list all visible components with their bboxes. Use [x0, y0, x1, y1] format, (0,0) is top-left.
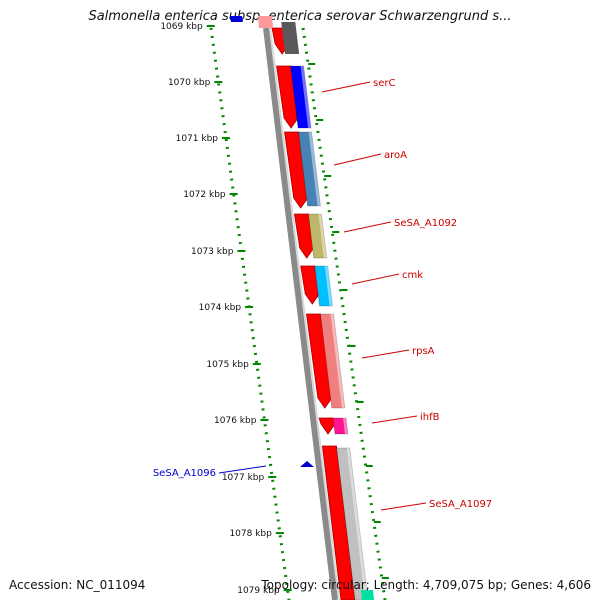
label-leader	[351, 273, 400, 285]
ruler-rails	[209, 27, 387, 600]
gene-shading	[300, 66, 312, 128]
topology-text: Topology: circular; Length: 4,709,075 bp…	[261, 578, 591, 592]
gene-label-ihfb[interactable]: ihfB	[420, 412, 440, 423]
gene-shading	[343, 418, 348, 434]
forward-gene-sesa_a1092[interactable]	[307, 213, 328, 259]
forward-gene-ihfb[interactable]	[332, 417, 349, 435]
forward-gene-rpsa[interactable]	[320, 313, 346, 409]
outer-rail-left	[209, 27, 291, 600]
ruler-tick-label: 1076 kbp	[214, 416, 257, 426]
gene-label-cmk[interactable]: cmk	[402, 270, 423, 281]
highlighted-feature[interactable]: SeSA_A1096	[153, 461, 314, 479]
ruler-tick-label: 1071 kbp	[176, 134, 219, 144]
forward-gene[interactable]	[230, 16, 243, 22]
forward-gene-cmk[interactable]	[314, 265, 333, 307]
accession-text: Accession: NC_011094	[9, 578, 146, 592]
gene-label-serc[interactable]: serC	[373, 78, 395, 89]
outer-rail-right	[301, 27, 387, 600]
label-leader	[343, 221, 392, 233]
label-leader	[361, 349, 410, 359]
gene-shading	[324, 266, 333, 306]
ruler: 1069 kbp 1070 kbp 1071 kbp 1072 kbp 1073 kbp…	[160, 22, 389, 596]
gene-shading	[346, 448, 368, 600]
genome-backbone-highlight	[269, 27, 340, 600]
gene-label-rpsa[interactable]: rpsA	[412, 346, 435, 357]
forward-gene-sesa_a1097[interactable]	[336, 447, 369, 600]
forward-gene-aroa[interactable]	[298, 131, 321, 207]
label-leader	[371, 415, 418, 424]
forward-gene[interactable]	[281, 22, 300, 54]
ruler-tick-label: 1070 kbp	[168, 78, 211, 88]
label-leader	[333, 153, 382, 166]
ruler-tick-label: 1078 kbp	[229, 529, 272, 539]
reverse-gene[interactable]	[284, 131, 309, 209]
label-leader	[218, 465, 267, 474]
reverse-gene[interactable]	[258, 16, 273, 28]
map-title: Salmonella enterica subsp. enterica sero…	[88, 9, 512, 24]
gene-label-sesa_a1092[interactable]: SeSA_A1092	[394, 218, 457, 229]
forward-gene[interactable]	[361, 590, 374, 600]
highlight-label[interactable]: SeSA_A1096	[153, 468, 216, 479]
feature-marker-icon[interactable]	[300, 461, 314, 467]
ruler-tick-label: 1073 kbp	[191, 247, 234, 257]
ruler-tick-label: 1079 kbp	[237, 586, 280, 596]
ruler-tick-label: 1074 kbp	[199, 303, 242, 313]
label-leader	[380, 502, 427, 511]
gene-label-aroa[interactable]: aroA	[384, 150, 407, 161]
forward-gene-serc[interactable]	[290, 65, 312, 129]
reverse-gene[interactable]	[321, 445, 356, 600]
reverse-gene[interactable]	[306, 313, 333, 409]
reverse-gene[interactable]	[293, 213, 315, 259]
gene-shading	[308, 132, 321, 206]
reverse-gene[interactable]	[300, 265, 320, 305]
ruler-tick-label: 1072 kbp	[183, 190, 226, 200]
ruler-tick-label: 1075 kbp	[206, 360, 249, 370]
ruler-tick-label: 1069 kbp	[160, 22, 203, 32]
label-leader	[321, 81, 371, 93]
forward-strand-genes	[230, 16, 374, 600]
reverse-gene[interactable]	[318, 417, 336, 435]
gene-shading	[318, 214, 327, 258]
gene-shading	[330, 314, 345, 408]
genome-backbone	[263, 27, 338, 600]
gene-label-sesa_a1097[interactable]: SeSA_A1097	[429, 499, 492, 510]
ruler-tick-label: 1077 kbp	[222, 473, 265, 483]
